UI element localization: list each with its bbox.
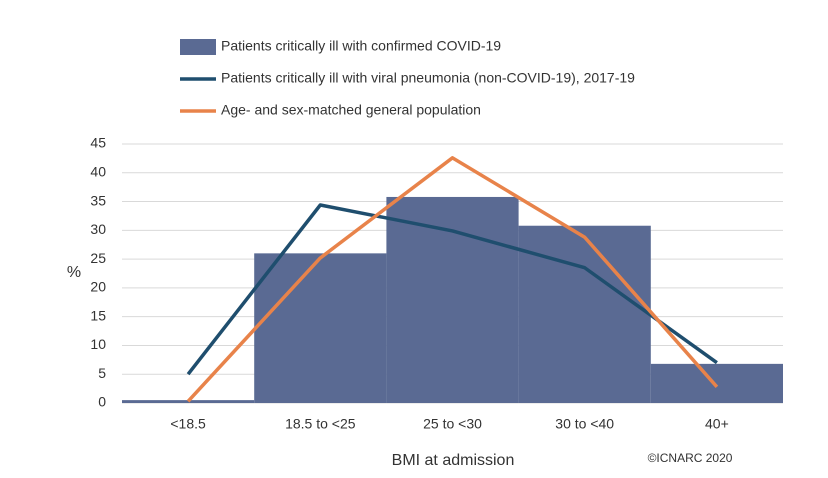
y-tick-label: 5 xyxy=(98,365,106,381)
x-axis-label: BMI at admission xyxy=(392,452,515,469)
x-tick-label: 30 to <40 xyxy=(555,416,614,432)
y-tick-label: 20 xyxy=(90,279,106,295)
y-tick-label: 40 xyxy=(90,163,106,179)
bar xyxy=(386,196,519,403)
y-tick-label: 30 xyxy=(90,221,106,237)
y-tick-label: 15 xyxy=(90,307,106,323)
x-tick-label: <18.5 xyxy=(170,416,206,432)
y-tick-label: 35 xyxy=(90,192,106,208)
legend-label: Patients critically ill with viral pneum… xyxy=(221,70,635,86)
bar xyxy=(650,363,783,403)
x-tick-label: 40+ xyxy=(705,416,729,432)
y-tick-label: 25 xyxy=(90,250,106,266)
bar xyxy=(122,400,255,403)
annotation: ©ICNARC 2020 xyxy=(648,451,733,465)
legend-label: Age- and sex-matched general population xyxy=(221,102,481,118)
y-tick-label: 0 xyxy=(98,394,106,410)
legend-swatch xyxy=(180,39,216,55)
line xyxy=(186,203,718,376)
bar xyxy=(254,253,387,403)
legend-label: Patients critically ill with confirmed C… xyxy=(221,38,501,54)
x-tick-label: 25 to <30 xyxy=(423,416,482,432)
y-axis-label: % xyxy=(67,264,81,281)
x-tick-label: 18.5 to <25 xyxy=(285,416,356,432)
y-tick-label: 45 xyxy=(90,135,106,151)
line xyxy=(186,156,719,403)
bar xyxy=(518,225,651,403)
y-tick-label: 10 xyxy=(90,336,106,352)
